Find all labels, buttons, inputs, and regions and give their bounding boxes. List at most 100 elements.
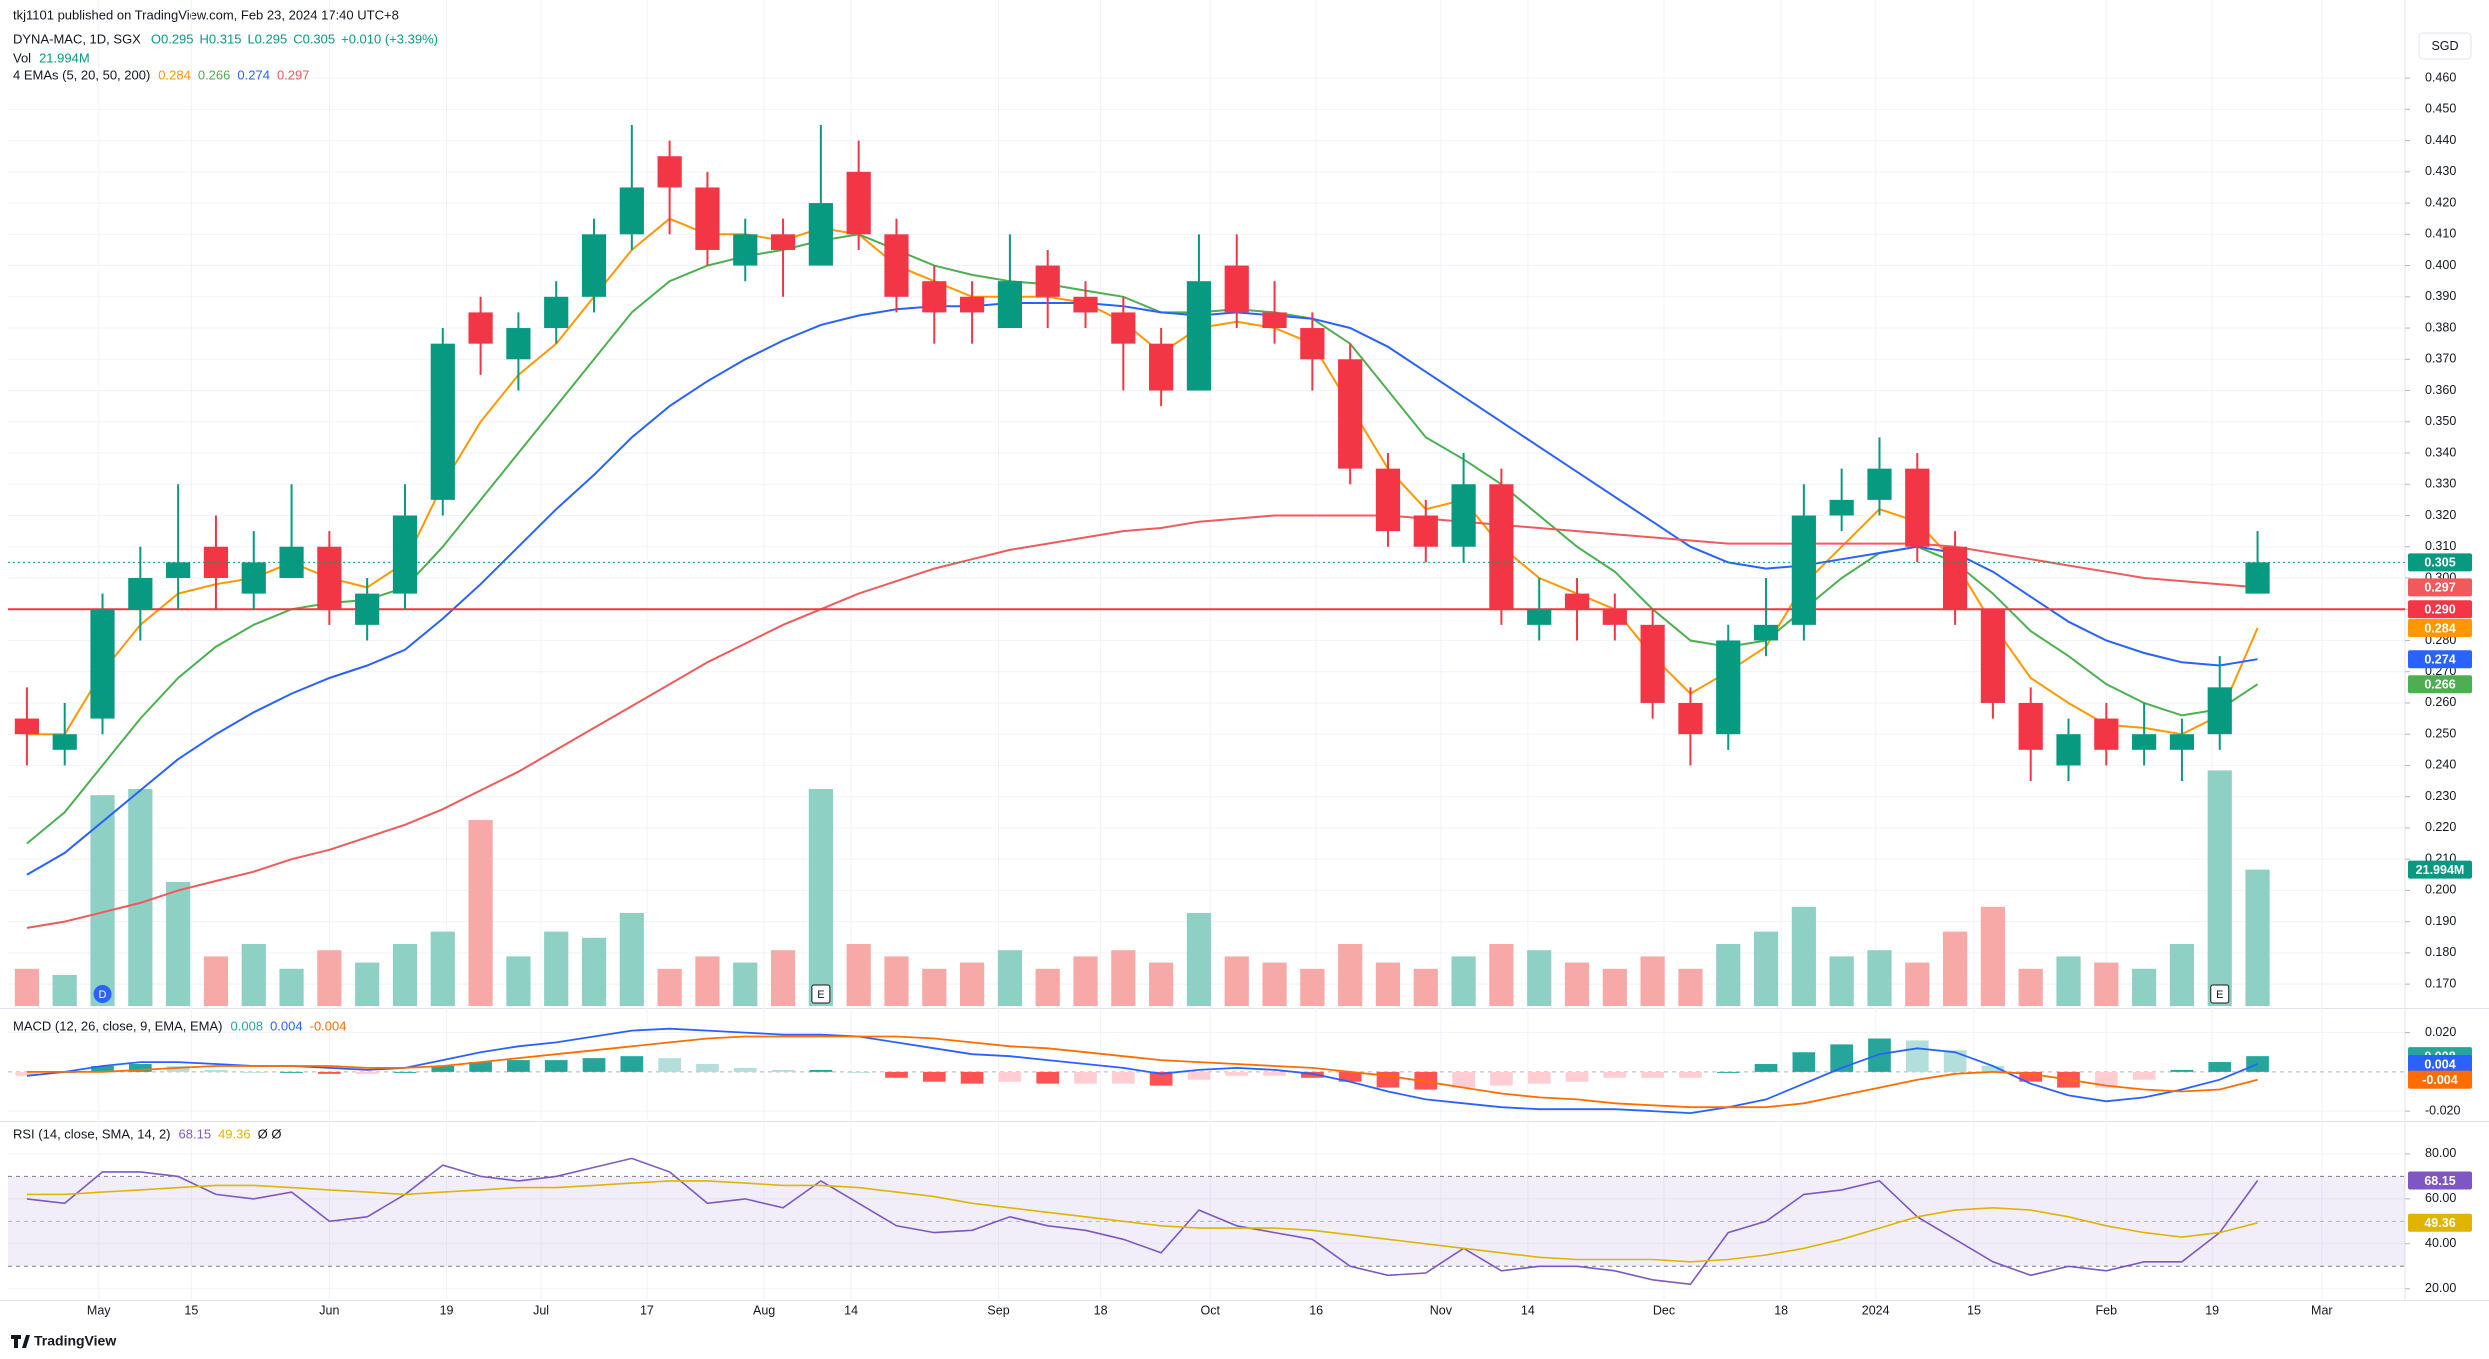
candle-body [355, 593, 380, 625]
volume-bar [430, 931, 455, 1006]
histogram-bar [2094, 1071, 2118, 1088]
histogram-bar [847, 1071, 871, 1073]
legend-text: 68.15 [179, 1126, 212, 1141]
candle-body [2207, 687, 2232, 735]
volume-bar [166, 882, 191, 1006]
candle-body [1300, 328, 1325, 360]
histogram-bar [1338, 1071, 1362, 1082]
y-tick-label: 0.200 [2425, 883, 2456, 897]
histogram-bar [1565, 1071, 1589, 1082]
candle-body [1905, 468, 1930, 547]
candle-body [1149, 343, 1174, 391]
histogram-bar [1414, 1071, 1438, 1090]
y-tick-label: 0.410 [2425, 227, 2456, 241]
volume-bar [884, 956, 909, 1006]
histogram-bar [1868, 1038, 1891, 1072]
y-tick-label: 0.020 [2425, 1025, 2456, 1039]
histogram-bar [582, 1058, 606, 1072]
price-badge-label: 0.004 [2424, 1057, 2455, 1071]
candle-body [241, 562, 266, 594]
price-badge-label: 0.305 [2424, 556, 2455, 570]
histogram-bar [1754, 1064, 1778, 1072]
histogram-bar [922, 1071, 946, 1082]
y-tick-label: 0.430 [2425, 164, 2456, 178]
legend-text: RSI (14, close, SMA, 14, 2) [13, 1126, 171, 1141]
price-badge-label: -0.004 [2422, 1073, 2457, 1087]
volume-bar [1564, 962, 1590, 1006]
candle-body [1224, 265, 1249, 313]
candle-body [997, 281, 1022, 329]
candle-body [430, 343, 455, 500]
candle-body [1716, 640, 1741, 735]
histogram-bar [242, 1071, 266, 1073]
legend-text: MACD (12, 26, close, 9, EMA, EMA) [13, 1018, 223, 1033]
volume-bar [619, 913, 644, 1006]
histogram-bar [318, 1071, 341, 1074]
candle-body [922, 281, 947, 313]
volume-bar [52, 975, 77, 1006]
histogram-bar [280, 1071, 303, 1073]
candle-body [1451, 484, 1476, 547]
volume-bar [2245, 869, 2270, 1006]
histogram-bar [507, 1060, 530, 1072]
event-marker [2210, 984, 2230, 1004]
volume-bar [1149, 962, 1174, 1006]
histogram-bar [355, 1071, 379, 1074]
price-badge-label: 0.297 [2424, 581, 2455, 595]
legend-text: +0.010 (+3.39%) [341, 31, 438, 46]
x-tick-label: 19 [2205, 1303, 2219, 1317]
histogram-bar [1111, 1071, 1135, 1084]
candle-body [959, 296, 985, 313]
legend-text: 0.274 [237, 67, 270, 82]
histogram-bar [1905, 1040, 1929, 1072]
y-tick-label: -0.020 [2425, 1103, 2460, 1117]
legend-text: DYNA-MAC, 1D, SGX [13, 31, 141, 46]
candle-body [1527, 609, 1552, 625]
volume-bar [506, 956, 531, 1006]
candle-body [581, 234, 607, 297]
x-tick-label: 16 [1309, 1303, 1323, 1317]
candle-body [1489, 484, 1514, 610]
volume-bar [1678, 968, 1703, 1006]
x-tick-label: Aug [753, 1303, 775, 1317]
candle-body [14, 718, 40, 735]
histogram-bar [1187, 1071, 1211, 1080]
candle-body [1035, 265, 1060, 297]
volume-bar [2018, 968, 2043, 1006]
candle-body [846, 171, 871, 235]
price-badge-label: 68.15 [2424, 1174, 2455, 1188]
histogram-bar [1792, 1052, 1816, 1072]
histogram-bar [1490, 1071, 1513, 1086]
candle-body [1602, 609, 1627, 625]
histogram-bar [1074, 1071, 1097, 1084]
x-tick-label: May [87, 1303, 111, 1317]
price-badge [2408, 860, 2472, 879]
y-tick-label: 0.360 [2425, 383, 2456, 397]
legend-text: 0.008 [231, 1018, 264, 1033]
candle-body [733, 234, 758, 266]
candle-body [544, 296, 569, 329]
volume-bar [317, 950, 342, 1006]
volume-bar [657, 968, 682, 1006]
volume-bar [1111, 950, 1136, 1006]
event-label: D [99, 989, 107, 1001]
volume-bar [90, 795, 115, 1006]
event-marker [811, 984, 831, 1004]
candle-body [1791, 515, 1816, 625]
candle-body [1186, 281, 1212, 391]
histogram-bar [1943, 1050, 1967, 1072]
histogram-bar [809, 1069, 833, 1072]
y-tick-label: 40.00 [2425, 1236, 2456, 1250]
price-badge [2408, 675, 2472, 694]
histogram-bar [998, 1071, 1022, 1082]
volume-bar [695, 956, 720, 1006]
currency-box[interactable] [2418, 32, 2472, 60]
candle-body [884, 234, 909, 297]
candle-body [1413, 515, 1438, 547]
x-tick-label: Nov [1430, 1303, 1453, 1317]
volume-bar [355, 962, 380, 1006]
y-tick-label: 0.180 [2425, 945, 2456, 959]
histogram-bar [620, 1056, 644, 1072]
candle-body [1375, 468, 1401, 532]
volume-bar [1602, 968, 1627, 1006]
